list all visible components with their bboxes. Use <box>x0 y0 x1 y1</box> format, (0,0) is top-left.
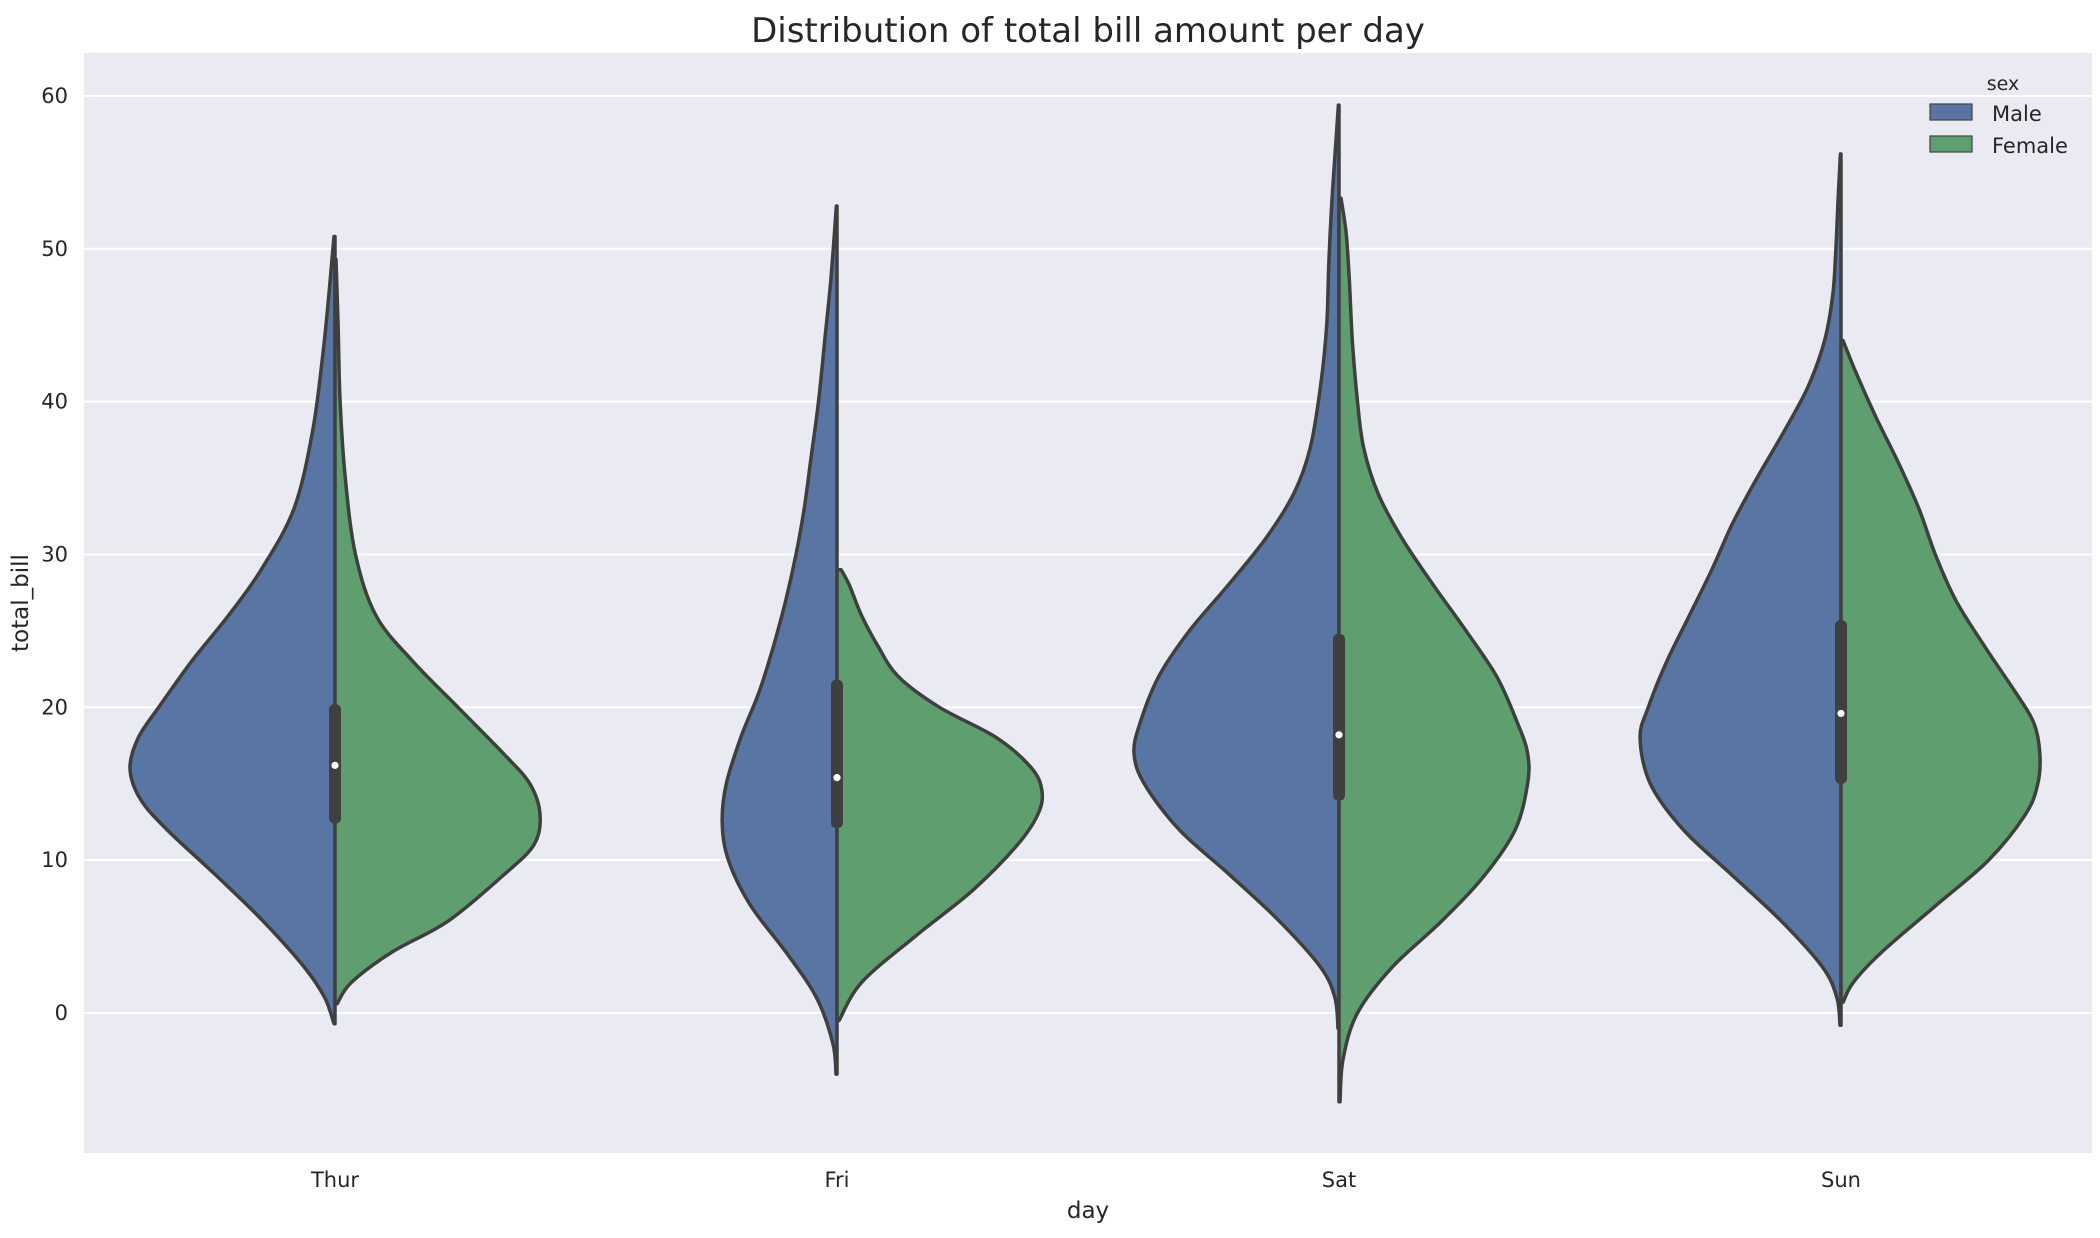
y-axis-label: total_bill <box>8 554 34 652</box>
x-tick-label: Thur <box>310 1168 359 1192</box>
median-marker <box>1837 709 1845 718</box>
legend-swatch-male <box>1929 103 1973 121</box>
legend: sex Male Female <box>1929 73 2068 158</box>
legend-title: sex <box>1987 73 2020 95</box>
legend-swatch-female <box>1929 135 1973 153</box>
iqr-box <box>1835 620 1847 784</box>
y-tick-label: 0 <box>55 1001 68 1025</box>
y-tick-labels: 0 10 20 30 40 50 60 <box>41 84 68 1025</box>
legend-label-female: Female <box>1992 134 2068 158</box>
iqr-box <box>1333 633 1345 801</box>
median-marker <box>833 774 841 782</box>
iqr-box <box>831 679 843 829</box>
y-tick-label: 60 <box>41 84 68 108</box>
violin-half-male <box>1638 152 1843 1027</box>
y-tick-label: 10 <box>41 848 68 872</box>
violin-half-male <box>128 234 337 1026</box>
violin-half-female <box>333 257 542 1006</box>
median-marker <box>1335 731 1343 739</box>
violin-half-female <box>835 567 1045 1023</box>
x-axis-label: day <box>1067 1198 1109 1224</box>
legend-label-male: Male <box>1992 102 2042 126</box>
x-tick-label: Sat <box>1322 1168 1356 1192</box>
violins <box>128 103 2042 1104</box>
y-tick-label: 30 <box>41 542 68 566</box>
violin-half-male <box>720 204 839 1076</box>
violin-sat <box>1132 103 1531 1104</box>
violin-sun <box>1638 152 2042 1027</box>
chart-title: Distribution of total bill amount per da… <box>751 11 1425 51</box>
violin-half-male <box>1132 103 1341 1031</box>
y-tick-label: 20 <box>41 695 68 719</box>
violin-half-female <box>1839 338 2042 1005</box>
y-tick-label: 50 <box>41 237 68 261</box>
x-tick-labels: Thur Fri Sat Sun <box>310 1168 1861 1192</box>
violin-thur <box>128 234 542 1026</box>
violin-fri <box>720 204 1045 1076</box>
x-tick-label: Sun <box>1821 1168 1861 1192</box>
violin-half-female <box>1337 196 1531 1104</box>
y-tick-label: 40 <box>41 390 68 414</box>
median-marker <box>331 761 339 769</box>
x-tick-label: Fri <box>824 1168 849 1192</box>
